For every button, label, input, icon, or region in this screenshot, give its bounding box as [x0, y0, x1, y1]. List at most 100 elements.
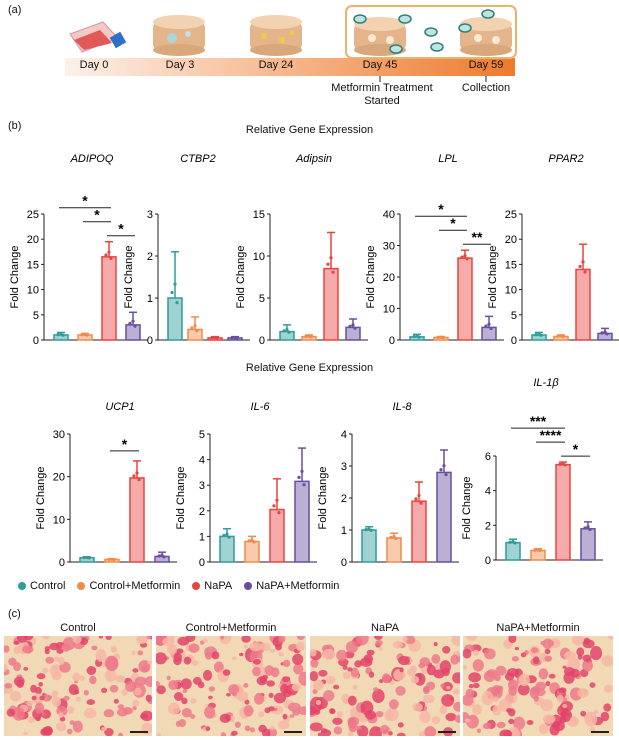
- flask-icon: [69, 21, 127, 53]
- data-point: [351, 323, 355, 327]
- stained-cell: [69, 720, 75, 725]
- data-point: [109, 256, 113, 260]
- legend-napa-swatch: [192, 582, 201, 590]
- stained-cell: [495, 665, 507, 676]
- stained-cell: [296, 636, 305, 640]
- stained-cell: [593, 709, 599, 715]
- y-tick-label: 5: [33, 310, 39, 322]
- y-tick-label: 0: [511, 335, 517, 347]
- stained-cell: [277, 720, 290, 730]
- stained-cell: [192, 660, 199, 667]
- data-point: [348, 324, 352, 328]
- stained-cell: [41, 636, 51, 640]
- y-tick-label: 2: [341, 493, 347, 505]
- y-tick-label: 4: [199, 455, 205, 467]
- data-point: [534, 333, 538, 337]
- chart-title: PPAR2: [548, 153, 583, 165]
- y-tick-label: 10: [505, 285, 517, 297]
- stained-cell: [571, 636, 585, 646]
- stained-cell: [410, 665, 417, 673]
- y-tick-label: 0: [59, 557, 65, 569]
- data-point: [110, 557, 114, 561]
- stained-cell: [375, 639, 383, 646]
- stained-cell: [398, 655, 410, 666]
- stained-cell: [576, 647, 585, 657]
- data-point: [561, 462, 565, 466]
- chart-adipoq: ADIPOQ Fold Change 0 5 10 15 20 25 * * *: [9, 153, 148, 347]
- bar-napa-metformin: [597, 332, 613, 341]
- stained-cell: [526, 719, 534, 726]
- stained-cell: [333, 726, 343, 735]
- stained-cell: [226, 693, 231, 697]
- stained-cell: [137, 650, 144, 656]
- y-axis-label: Fold Change: [487, 246, 499, 309]
- data-point: [583, 270, 587, 274]
- chart-title: CTBP2: [180, 153, 215, 165]
- stained-cell: [562, 665, 567, 669]
- stained-cell: [540, 699, 554, 712]
- stained-cell: [228, 684, 240, 695]
- stained-cell: [6, 708, 16, 717]
- data-point: [83, 332, 87, 337]
- row2-title: Relative Gene Expression: [245, 362, 374, 374]
- y-tick-label: 5: [511, 310, 517, 322]
- stained-cell: [310, 722, 323, 732]
- y-axis-label: Fold Change: [123, 246, 135, 309]
- stained-cell: [589, 682, 596, 688]
- stained-cell: [83, 689, 89, 696]
- bar-control: [361, 529, 377, 563]
- stained-cell: [395, 685, 406, 696]
- data-point: [137, 478, 141, 482]
- stained-cell: [450, 654, 460, 665]
- stained-cell: [368, 671, 375, 678]
- data-point: [419, 501, 423, 505]
- stained-cell: [182, 688, 188, 693]
- stained-cell: [278, 636, 286, 643]
- stained-cell: [260, 642, 272, 652]
- stained-cell: [547, 640, 555, 647]
- stained-cell: [348, 721, 358, 733]
- stained-cell: [347, 695, 357, 706]
- stained-cell: [468, 683, 474, 689]
- y-tick-label: 10: [253, 251, 265, 263]
- y-axis-label: Fold Change: [365, 246, 377, 309]
- day-45-label: Day 45: [362, 59, 398, 71]
- stained-cell: [503, 730, 512, 736]
- data-point: [133, 324, 137, 328]
- data-point: [331, 270, 335, 274]
- y-tick-label: 3: [147, 209, 153, 221]
- data-point: [160, 553, 164, 557]
- stained-cell: [98, 636, 103, 639]
- bar-napa-metformin: [345, 326, 361, 341]
- y-axis-label: Fold Change: [175, 467, 187, 530]
- stained-cell: [91, 645, 98, 651]
- stained-cell: [132, 668, 139, 673]
- stained-cell: [156, 733, 162, 736]
- condition-label-napa-metformin: NaPA+Metformin: [496, 622, 580, 634]
- data-point: [213, 335, 217, 340]
- stained-cell: [476, 728, 482, 733]
- bar-control-metformin: [187, 328, 203, 341]
- stained-cell: [4, 663, 8, 672]
- significance-label: ****: [540, 427, 562, 443]
- stained-cell: [252, 658, 261, 665]
- stained-cell: [397, 722, 404, 728]
- stained-cell: [219, 713, 231, 724]
- micrograph-control-metformin: [156, 636, 306, 736]
- legend-control-swatch: [18, 582, 26, 590]
- stained-cell: [396, 732, 406, 736]
- stained-cell: [39, 695, 45, 701]
- stained-cell: [4, 645, 10, 653]
- stained-cell: [4, 682, 13, 689]
- data-point: [583, 526, 587, 530]
- y-tick-label: 20: [27, 234, 39, 246]
- stained-cell: [282, 676, 290, 683]
- chart-title: ADIPOQ: [70, 153, 114, 165]
- micrograph-napa: [310, 636, 460, 736]
- stained-cell: [600, 711, 610, 722]
- stained-cell: [556, 694, 564, 703]
- stained-cell: [101, 726, 108, 731]
- stained-cell: [117, 708, 129, 717]
- scale-bar: [130, 731, 148, 733]
- data-point: [195, 329, 199, 333]
